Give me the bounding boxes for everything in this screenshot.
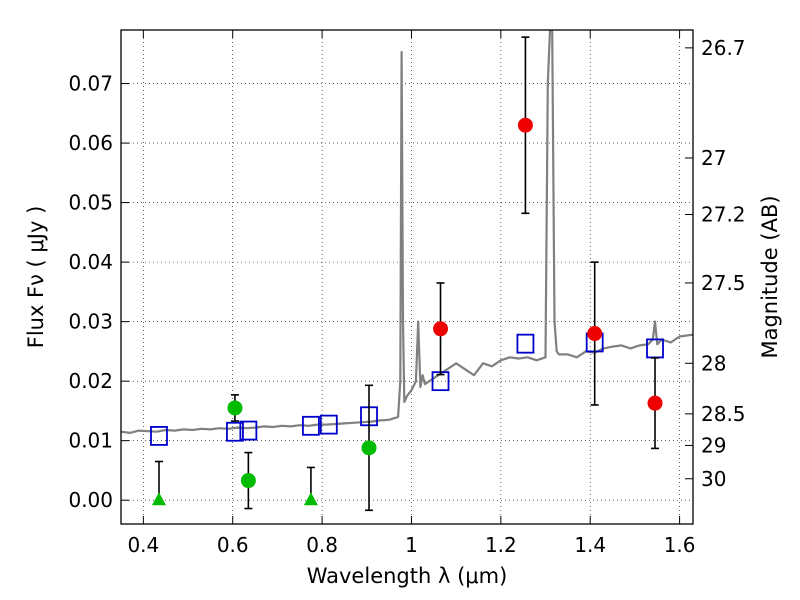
- model-photometry-marker: [516, 333, 535, 354]
- axis-ticks: 0.4 0.6 0.8 1 1.2 1.4 1.6 0.00 0.01 0.02 0.03 0.04 0…: [68, 30, 746, 557]
- data-point: [517, 117, 533, 133]
- y-tick-label: 0.05: [68, 191, 113, 215]
- x-tick-label: 1: [405, 533, 418, 557]
- y2-tick-label: 26.7: [701, 36, 746, 60]
- model-photometry-marker: [302, 415, 320, 436]
- model-photometry-marker: [319, 414, 338, 435]
- y2-tick-label: 29: [701, 433, 726, 457]
- grid-lines: [121, 30, 693, 524]
- x-tick-label: 1.4: [574, 533, 606, 557]
- model-spectrum-line: [121, 30, 693, 434]
- upper-limit-marker: [303, 492, 318, 506]
- model-photometry-marker: [226, 421, 244, 442]
- data-point: [587, 326, 603, 342]
- y-tick-label: 0.01: [68, 429, 113, 453]
- plot-frame: [120, 29, 694, 525]
- data-point: [647, 395, 663, 411]
- y-tick-label: 0.04: [68, 250, 113, 274]
- data-point: [227, 400, 243, 416]
- y-tick-label: 0.03: [68, 310, 113, 334]
- y2-tick-label: 28: [701, 351, 726, 375]
- data-point: [361, 440, 377, 456]
- y2-tick-label: 27: [701, 146, 726, 170]
- y2-axis-label: Magnitude (AB): [758, 195, 782, 358]
- x-tick-label: 0.8: [306, 533, 338, 557]
- model-photometry-marker: [239, 420, 258, 441]
- y2-tick-label: 27.5: [701, 271, 746, 295]
- data-point: [240, 473, 256, 489]
- y2-tick-label: 30: [701, 467, 726, 491]
- x-tick-label: 1.2: [485, 533, 517, 557]
- x-axis-label: Wavelength λ (μm): [307, 564, 508, 588]
- x-tick-label: 0.4: [127, 533, 159, 557]
- y2-tick-label: 28.5: [701, 402, 746, 426]
- x-tick-label: 1.6: [664, 533, 696, 557]
- data-point: [433, 321, 449, 337]
- x-tick-label: 0.6: [217, 533, 249, 557]
- y-tick-label: 0.06: [68, 131, 113, 155]
- y-axis-label: Flux Fν ( μJy ): [24, 206, 48, 349]
- model-photometry-marker: [150, 426, 168, 446]
- y-tick-label: 0.02: [68, 369, 113, 393]
- y-tick-label: 0.07: [68, 72, 113, 96]
- upper-limit-marker: [151, 492, 166, 506]
- plot-area: [121, 30, 693, 512]
- y2-tick-label: 27.2: [701, 203, 746, 227]
- y-tick-label: 0.00: [68, 488, 113, 512]
